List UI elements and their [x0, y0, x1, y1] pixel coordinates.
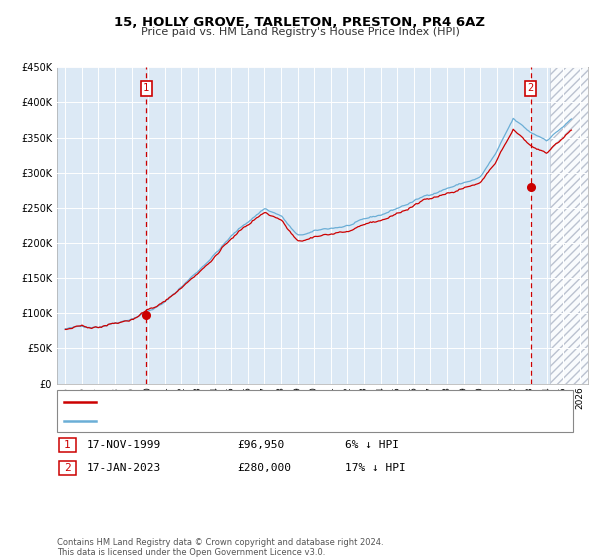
Text: 17-JAN-2023: 17-JAN-2023 [87, 463, 161, 473]
Text: £96,950: £96,950 [237, 440, 284, 450]
Text: 6% ↓ HPI: 6% ↓ HPI [345, 440, 399, 450]
Text: 1: 1 [64, 440, 71, 450]
Bar [550, 67, 588, 384]
Text: 2: 2 [64, 463, 71, 473]
Text: £280,000: £280,000 [237, 463, 291, 473]
Text: Price paid vs. HM Land Registry's House Price Index (HPI): Price paid vs. HM Land Registry's House … [140, 27, 460, 37]
Text: 17-NOV-1999: 17-NOV-1999 [87, 440, 161, 450]
Text: 15, HOLLY GROVE, TARLETON, PRESTON, PR4 6AZ: 15, HOLLY GROVE, TARLETON, PRESTON, PR4 … [115, 16, 485, 29]
Text: 15, HOLLY GROVE, TARLETON, PRESTON, PR4 6AZ (detached house): 15, HOLLY GROVE, TARLETON, PRESTON, PR4 … [102, 397, 436, 407]
Text: 17% ↓ HPI: 17% ↓ HPI [345, 463, 406, 473]
Text: HPI: Average price, detached house, West Lancashire: HPI: Average price, detached house, West… [102, 416, 363, 426]
Text: 1: 1 [143, 83, 149, 94]
Text: Contains HM Land Registry data © Crown copyright and database right 2024.
This d: Contains HM Land Registry data © Crown c… [57, 538, 383, 557]
Text: 2: 2 [527, 83, 534, 94]
